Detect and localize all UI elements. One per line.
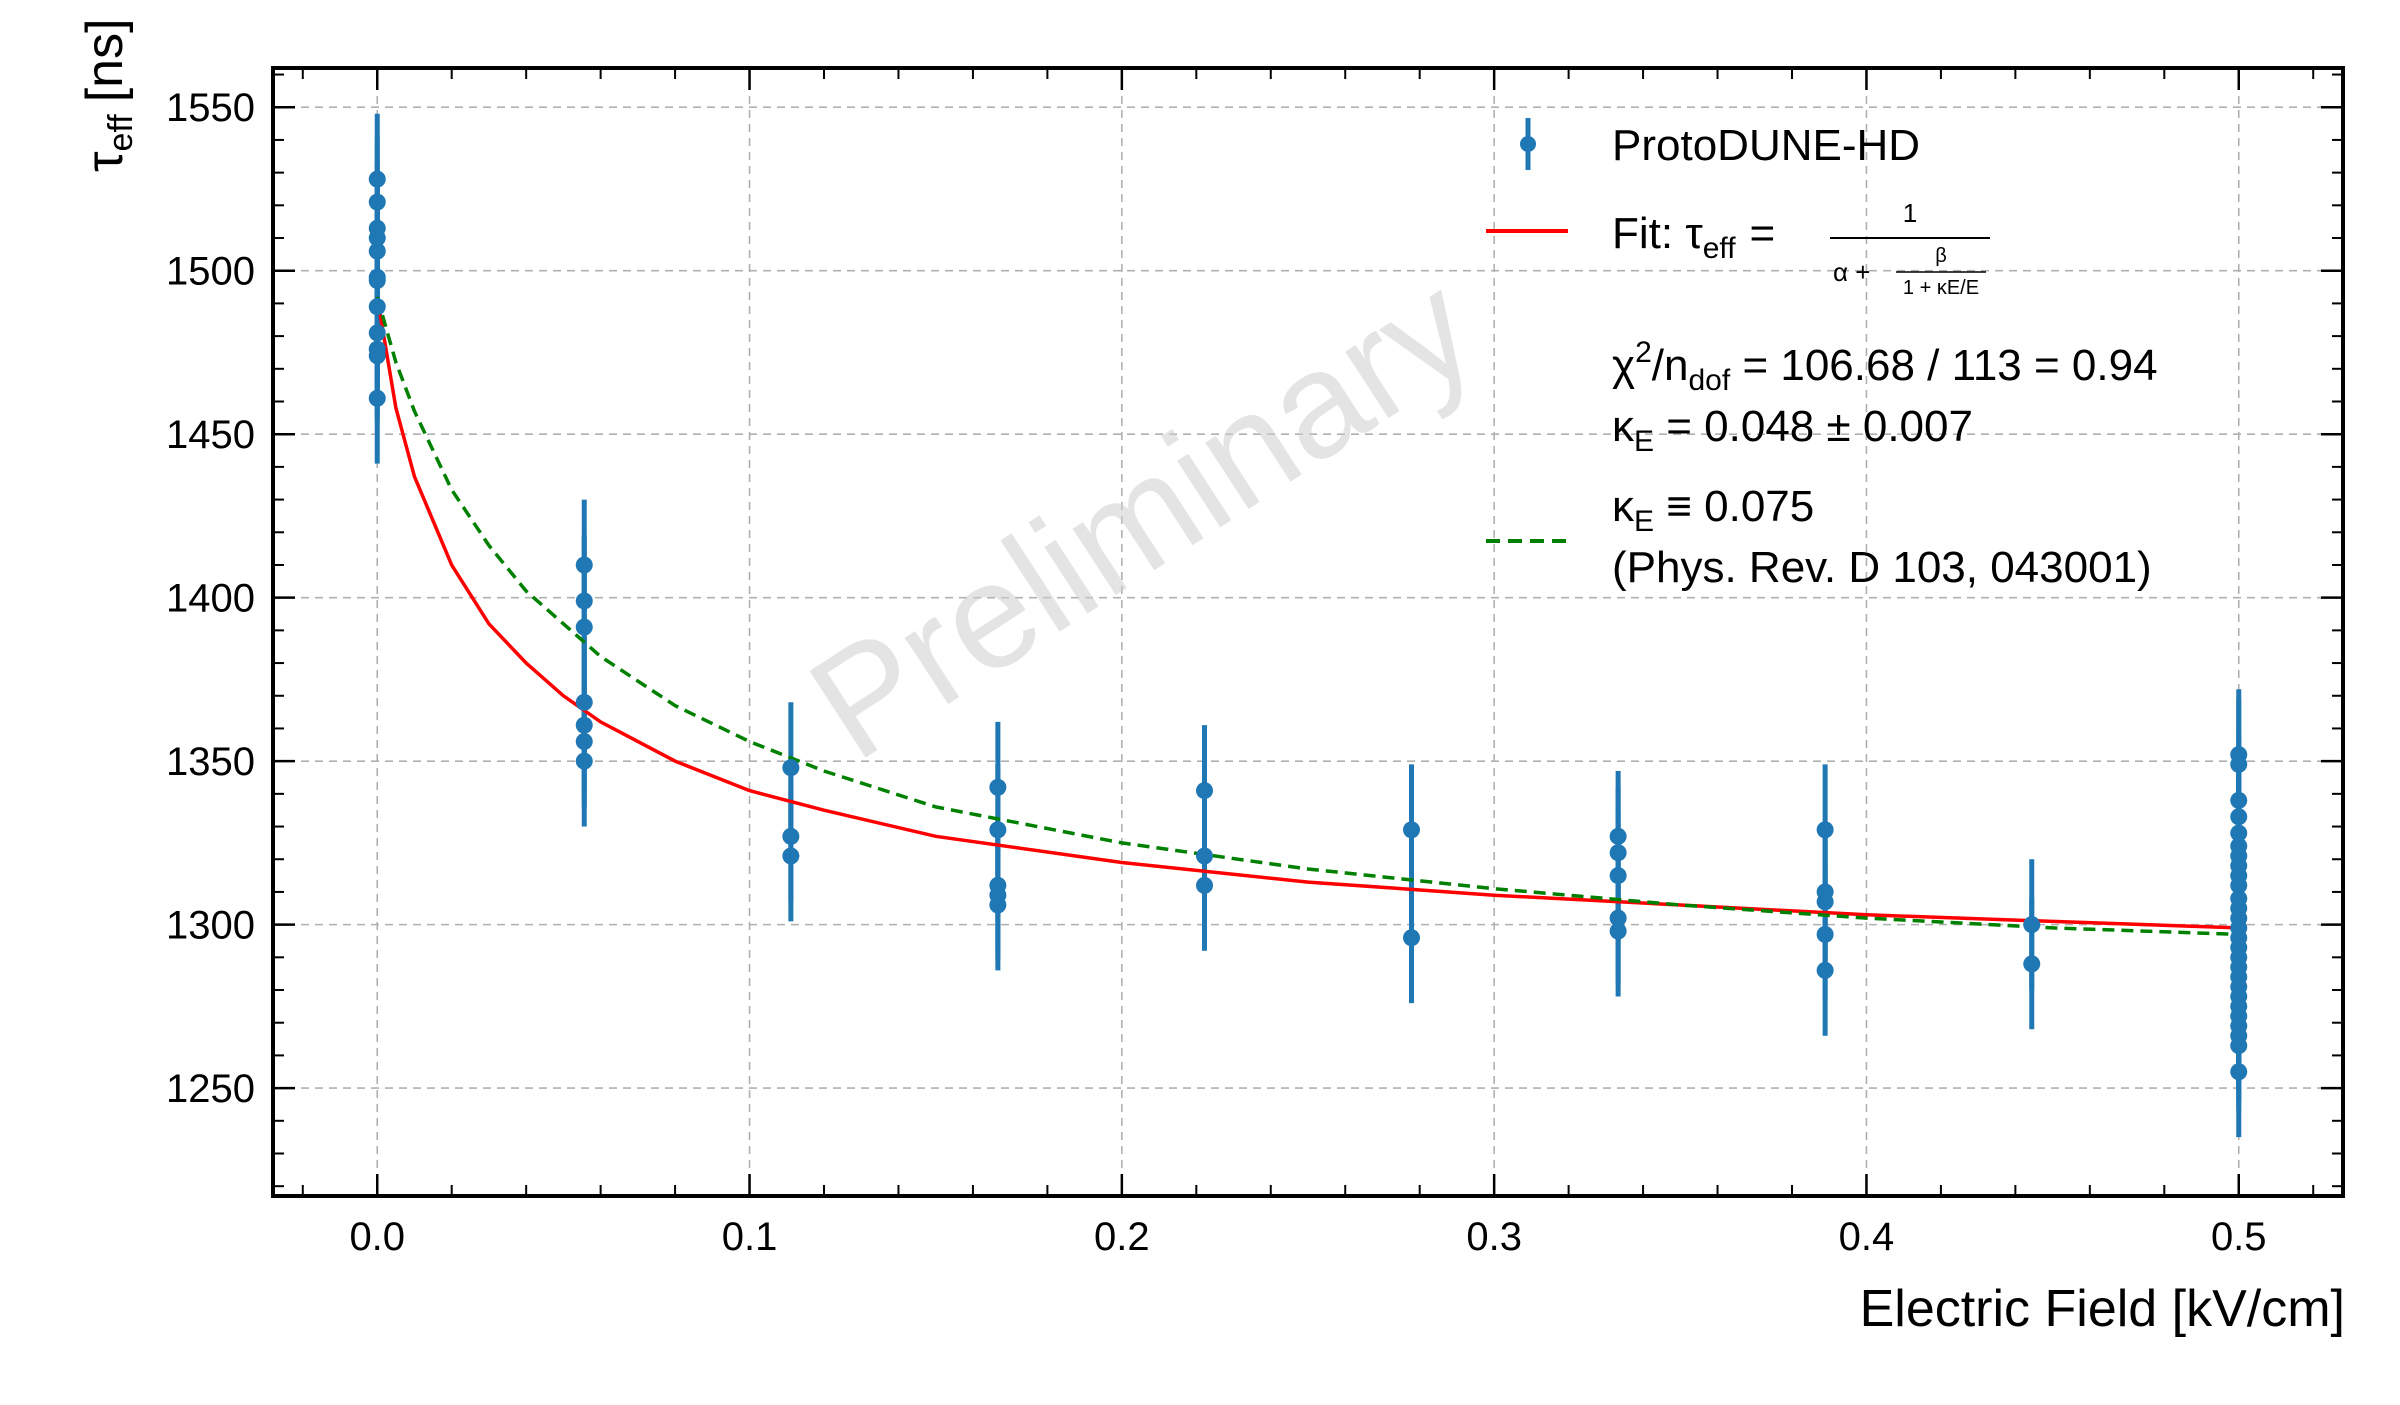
data-point <box>1609 827 1627 845</box>
data-point <box>575 752 593 770</box>
legend-label-reference: κE ≡ 0.075 <box>1612 482 1814 538</box>
data-point <box>782 759 800 777</box>
data-point <box>2230 1037 2248 1055</box>
data-point <box>1196 782 1213 800</box>
data-point <box>2230 824 2248 842</box>
data-point <box>1403 929 1420 947</box>
data-point <box>2230 876 2248 894</box>
x-tick-label: 0.1 <box>722 1215 778 1259</box>
data-point <box>1816 821 1834 839</box>
x-tick-label: 0.2 <box>1094 1215 1150 1259</box>
data-point <box>575 733 593 751</box>
x-tick-label: 0.4 <box>1839 1215 1895 1259</box>
fit-formula-inner-denominator: 1 + κE/E <box>1903 277 1979 299</box>
fit-formula-inner-numerator: β <box>1935 245 1947 267</box>
y-axis-symbol: τ <box>76 151 134 172</box>
data-point <box>368 298 386 316</box>
y-tick-label: 1350 <box>166 740 255 784</box>
x-tick-label: 0.5 <box>2211 1215 2267 1259</box>
data-point <box>989 896 1007 914</box>
data-point <box>1196 876 1213 894</box>
data-point <box>1609 867 1627 885</box>
data-point <box>368 193 386 211</box>
legend-label-fit: Fit: τeff = <box>1612 209 1775 265</box>
data-point <box>782 847 800 865</box>
data-point <box>575 618 593 636</box>
data-point <box>1403 821 1420 839</box>
y-axis-title: τeff [ns] <box>76 18 140 172</box>
fit-formula-denominator-lead: α + <box>1833 257 1870 287</box>
y-axis-unit: [ns] <box>76 18 134 102</box>
data-point <box>989 778 1007 796</box>
legend-kappa-fit: κE = 0.048 ± 0.007 <box>1612 402 1973 458</box>
legend-marker-data <box>1520 118 1536 170</box>
data-point <box>989 821 1007 839</box>
legend: ProtoDUNE-HD Fit: τeff = 1 α + β 1 + κE/E… <box>1486 118 2158 592</box>
y-tick-label: 1300 <box>166 904 255 948</box>
legend-chi2: χ2/ndof = 106.68 / 113 = 0.94 <box>1612 336 2158 397</box>
data-point <box>575 556 593 574</box>
data-point <box>2023 955 2041 973</box>
data-point <box>782 827 800 845</box>
plot-frame <box>271 66 2345 1198</box>
preliminary-watermark: Preliminary <box>781 242 1502 791</box>
legend-label-data: ProtoDUNE-HD <box>1612 121 1920 170</box>
data-point <box>368 229 386 247</box>
data-point <box>575 693 593 711</box>
data-point <box>1816 893 1834 911</box>
plot-series <box>368 113 2248 1138</box>
data-point <box>368 242 386 260</box>
data-point <box>2230 755 2248 773</box>
data-point <box>575 592 593 610</box>
data-point <box>1609 844 1627 862</box>
x-tick-label: 0.3 <box>1466 1215 1522 1259</box>
svg-text:τeff[ns]: τeff [ns] <box>76 18 140 172</box>
data-point <box>1196 847 1213 865</box>
x-tick-label: 0.0 <box>349 1215 405 1259</box>
data-point <box>368 347 386 365</box>
data-point <box>368 272 386 290</box>
data-point <box>1816 961 1834 979</box>
fit-formula-numerator: 1 <box>1903 198 1917 228</box>
data-point <box>575 716 593 734</box>
legend-reference-citation: (Phys. Rev. D 103, 043001) <box>1612 543 2152 592</box>
data-point <box>368 324 386 342</box>
y-tick-label: 1450 <box>166 413 255 457</box>
data-point <box>2230 808 2248 826</box>
y-axis-subscript: eff <box>102 114 140 152</box>
data-point <box>1609 909 1627 927</box>
y-tick-label: 1400 <box>166 577 255 621</box>
data-point <box>2230 1063 2248 1081</box>
data-point <box>2230 791 2248 809</box>
data-point <box>1816 925 1834 943</box>
data-point <box>1609 922 1627 940</box>
data-point <box>368 389 386 407</box>
y-tick-label: 1550 <box>166 86 255 130</box>
y-tick-label: 1250 <box>166 1067 255 1111</box>
data-point <box>2023 916 2041 934</box>
axis-ticks: 0.0 0.1 0.2 0.3 0.4 0.5 1250 1300 1350 1400 1450 15… <box>166 68 2343 1259</box>
fit-curve <box>375 296 2239 930</box>
y-tick-label: 1500 <box>166 250 255 294</box>
data-point <box>368 170 386 188</box>
x-axis-title: Electric Field [kV/cm] <box>1860 1280 2345 1338</box>
